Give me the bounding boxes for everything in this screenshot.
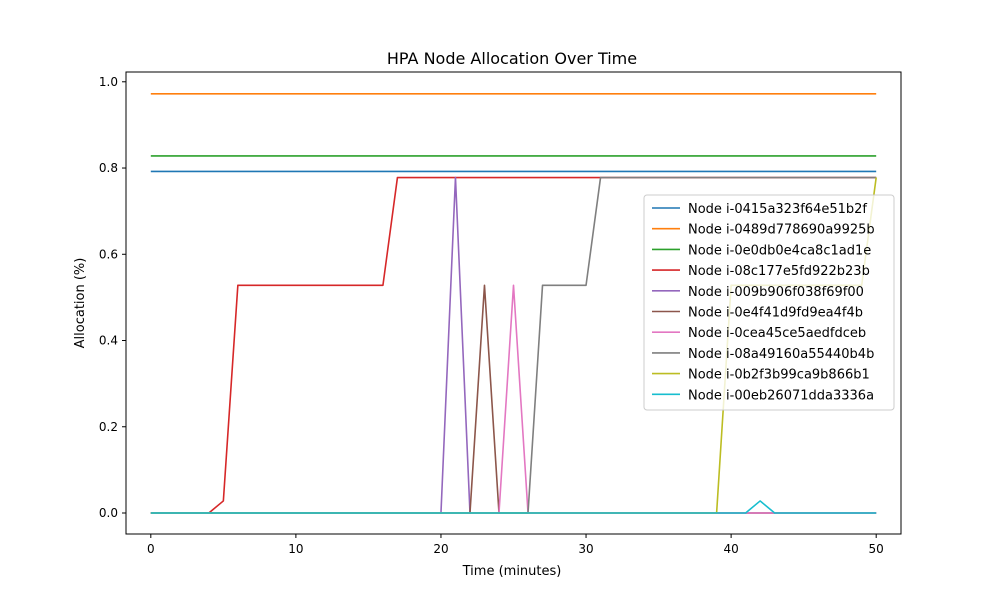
y-axis-ticks: 0.0 0.2 0.4 0.6 0.8 1.0 [99, 75, 126, 520]
legend-box [643, 194, 895, 411]
x-axis-ticks: 0 10 20 30 40 50 [147, 534, 884, 556]
x-tick-label: 40 [723, 542, 738, 556]
y-tick-label: 0.4 [99, 334, 118, 348]
x-axis-label: Time (minutes) [462, 564, 562, 579]
chart-title: HPA Node Allocation Over Time [387, 49, 637, 68]
x-tick-label: 10 [288, 542, 303, 556]
series-line-10 [150, 500, 877, 514]
y-tick-label: 0.2 [99, 420, 118, 434]
y-tick-label: 0.0 [99, 506, 118, 520]
legend-label: Node i-009b906f038f69f00 [688, 285, 864, 300]
legend-label: Node i-0415a323f64e51b2f [688, 202, 867, 217]
x-tick-label: 30 [578, 542, 593, 556]
x-tick-label: 50 [869, 542, 884, 556]
legend-label: Node i-0489d778690a9925b [688, 223, 875, 238]
legend-items: Node i-0415a323f64e51b2f Node i-0489d7786… [652, 202, 875, 403]
x-tick-label: 0 [147, 542, 155, 556]
legend-label: Node i-0b2f3b99ca9b866b1 [688, 368, 870, 383]
legend-label: Node i-08a49160a55440b4b [688, 347, 874, 362]
legend: Node i-0415a323f64e51b2f Node i-0489d7786… [643, 194, 895, 411]
y-tick-label: 0.6 [99, 247, 118, 261]
x-tick-label: 20 [433, 542, 448, 556]
legend-label: Node i-0e0db0e4ca8c1ad1e [688, 243, 871, 258]
legend-label: Node i-0e4f41d9fd9ea4f4b [688, 306, 863, 321]
plot-border [125, 71, 902, 535]
legend-label: Node i-00eb26071dda3336a [688, 388, 874, 403]
legend-label: Node i-08c177e5fd922b23b [688, 264, 870, 279]
y-tick-label: 1.0 [99, 75, 118, 89]
y-tick-label: 0.8 [99, 161, 118, 175]
legend-label: Node i-0cea45ce5aedfdceb [688, 326, 866, 341]
y-axis-label: Allocation (%) [73, 258, 88, 349]
